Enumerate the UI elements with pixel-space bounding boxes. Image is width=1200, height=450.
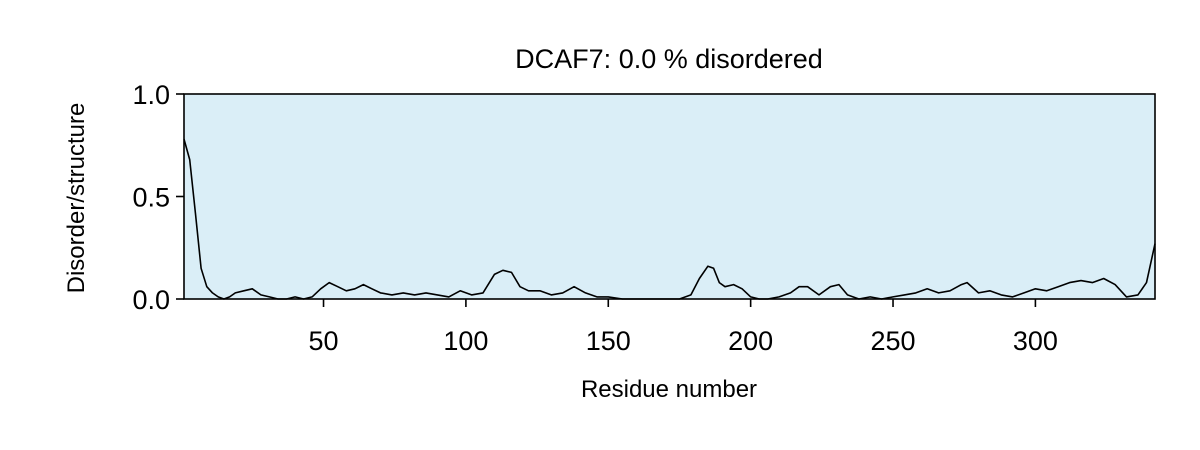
x-axis-title: Residue number bbox=[581, 376, 757, 403]
y-tick-label: 1.0 bbox=[132, 80, 170, 110]
y-axis: 0.0 0.5 1.0 bbox=[132, 80, 184, 315]
y-tick-label: 0.5 bbox=[132, 183, 170, 213]
x-tick-label: 150 bbox=[586, 326, 631, 356]
chart-title: DCAF7: 0.0 % disordered bbox=[515, 44, 823, 74]
x-axis: 50 100 150 200 250 300 bbox=[309, 299, 1058, 356]
y-tick-label: 0.0 bbox=[132, 285, 170, 315]
plot-background bbox=[184, 94, 1155, 299]
y-axis-title: Disorder/structure bbox=[63, 103, 90, 294]
x-tick-label: 100 bbox=[443, 326, 488, 356]
x-tick-label: 50 bbox=[309, 326, 339, 356]
x-tick-label: 300 bbox=[1013, 326, 1058, 356]
x-tick-label: 250 bbox=[870, 326, 915, 356]
x-tick-label: 200 bbox=[728, 326, 773, 356]
